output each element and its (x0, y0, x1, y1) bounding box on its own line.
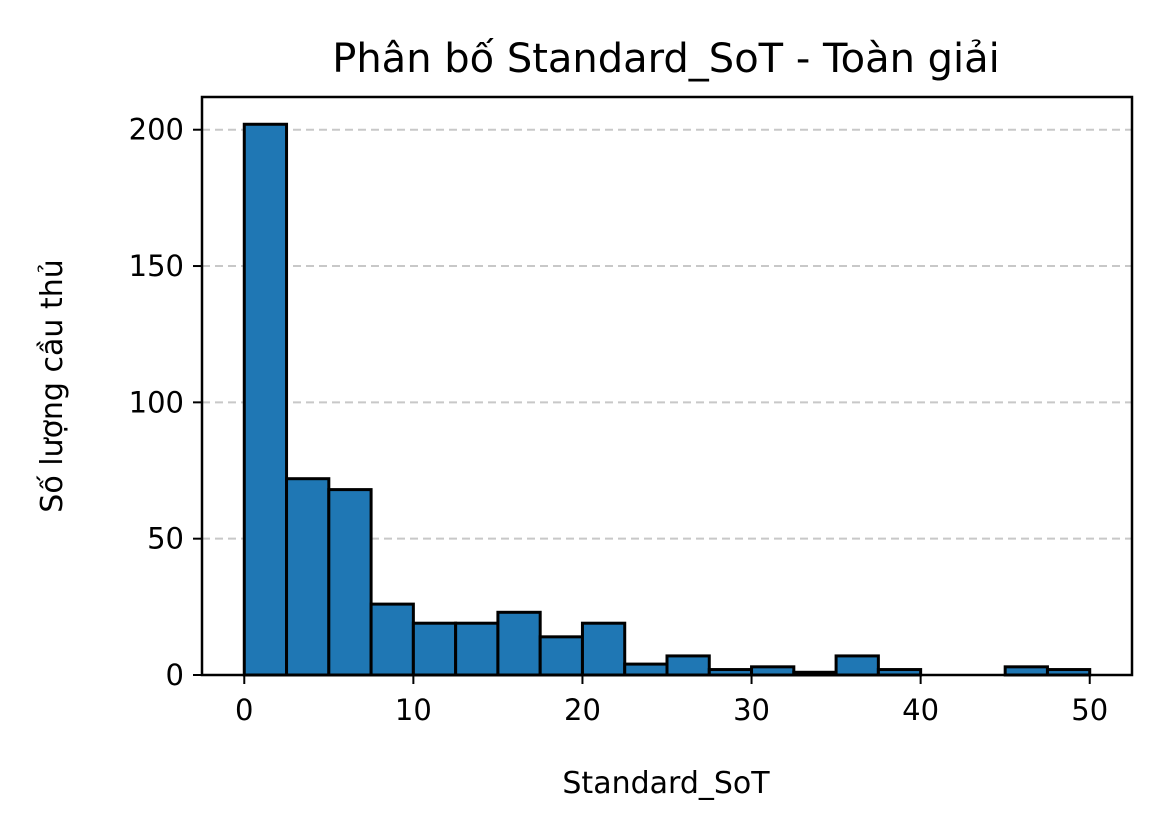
y-tick-label: 50 (147, 522, 184, 556)
chart-title: Phân bố Standard_SoT - Toàn giải (332, 36, 1000, 82)
x-tick-label: 20 (564, 693, 601, 727)
histogram-bar (538, 635, 584, 677)
histogram-bar (285, 477, 331, 677)
y-tick-label: 200 (129, 113, 184, 147)
y-axis-label: Số lượng cầu thủ (35, 259, 70, 512)
y-tick-label: 0 (166, 658, 184, 692)
x-tick-label: 0 (235, 693, 253, 727)
histogram-bar (623, 662, 669, 677)
bars-group (242, 122, 1092, 677)
grid-lines (202, 128, 1132, 540)
histogram-bar (454, 621, 500, 677)
histogram-bar (496, 610, 542, 677)
histogram-bar (580, 621, 627, 677)
histogram-bar (327, 488, 373, 677)
y-tick-label: 150 (129, 249, 184, 283)
histogram-bar (242, 122, 289, 677)
histogram-bar (665, 654, 711, 677)
x-tick-label: 40 (902, 693, 939, 727)
histogram-bar (369, 602, 415, 677)
histogram-bar (834, 654, 880, 677)
x-tick-label: 50 (1071, 693, 1108, 727)
x-axis-ticks: 0 10 20 30 40 50 (235, 675, 1108, 727)
x-axis-label: Standard_SoT (562, 766, 770, 801)
histogram-bar (411, 621, 458, 677)
x-tick-label: 30 (733, 693, 770, 727)
y-tick-label: 100 (129, 385, 184, 419)
y-axis-ticks: 0 50 100 150 200 (129, 113, 202, 692)
x-tick-label: 10 (395, 693, 432, 727)
plot-frame (200, 95, 1134, 677)
